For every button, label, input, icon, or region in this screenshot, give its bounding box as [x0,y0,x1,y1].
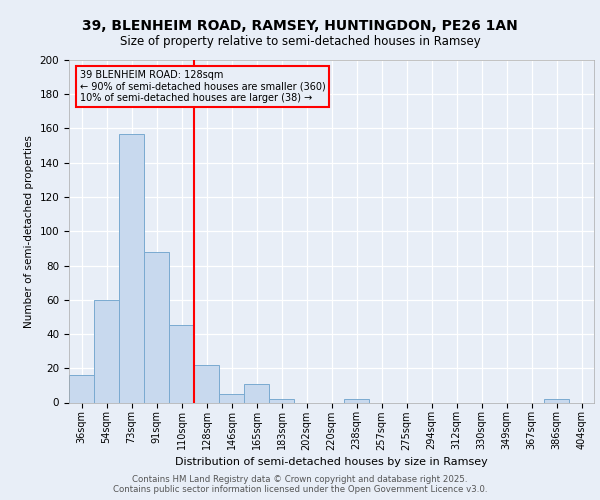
Y-axis label: Number of semi-detached properties: Number of semi-detached properties [24,135,34,328]
Bar [219,394,244,402]
Bar [69,375,94,402]
X-axis label: Distribution of semi-detached houses by size in Ramsey: Distribution of semi-detached houses by … [175,456,488,466]
Bar [244,384,269,402]
Text: Size of property relative to semi-detached houses in Ramsey: Size of property relative to semi-detach… [119,35,481,48]
Text: Contains HM Land Registry data © Crown copyright and database right 2025.
Contai: Contains HM Land Registry data © Crown c… [113,474,487,494]
Text: 39 BLENHEIM ROAD: 128sqm
← 90% of semi-detached houses are smaller (360)
10% of : 39 BLENHEIM ROAD: 128sqm ← 90% of semi-d… [79,70,325,104]
Bar [169,326,194,402]
Bar [119,134,144,402]
Bar [269,399,294,402]
Bar [94,300,119,403]
Bar [194,365,219,403]
Bar [144,252,169,402]
Bar [544,399,569,402]
Bar [344,399,369,402]
Text: 39, BLENHEIM ROAD, RAMSEY, HUNTINGDON, PE26 1AN: 39, BLENHEIM ROAD, RAMSEY, HUNTINGDON, P… [82,19,518,33]
